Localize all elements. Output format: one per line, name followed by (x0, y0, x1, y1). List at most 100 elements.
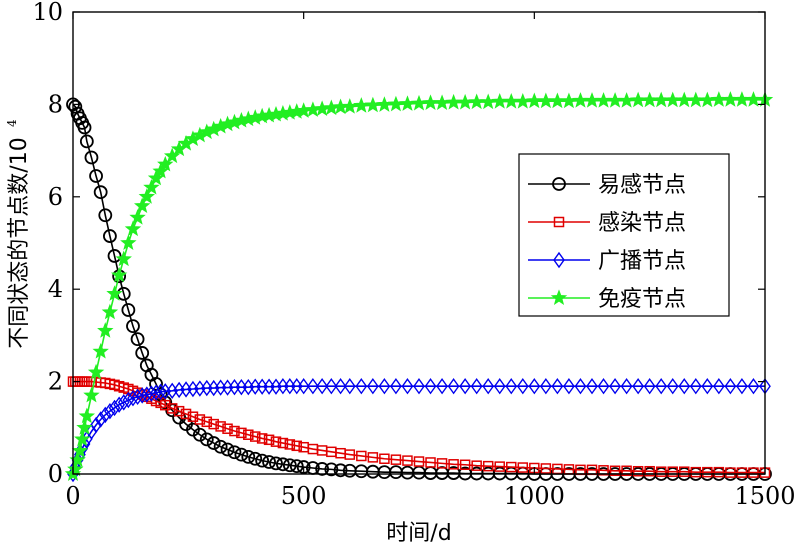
data-point (436, 458, 448, 469)
data-point (160, 399, 171, 411)
data-point (736, 378, 748, 395)
data-point (724, 378, 737, 395)
data-point (113, 396, 125, 413)
data-point (78, 407, 96, 424)
y-tick-label: 6 (48, 183, 63, 211)
data-point (736, 467, 748, 478)
data-point (150, 384, 162, 401)
data-point (747, 378, 760, 395)
data-point (367, 378, 379, 395)
data-point (482, 460, 494, 472)
data-point (92, 342, 109, 359)
data-point (79, 134, 94, 149)
data-point (586, 378, 598, 395)
data-point (93, 185, 108, 200)
data-point (192, 427, 207, 442)
data-point (390, 454, 402, 465)
data-point (84, 150, 99, 165)
legend-entry: 易感节点 (528, 173, 686, 198)
legend-label: 免疫节点 (598, 287, 686, 312)
data-point (436, 378, 448, 395)
legend-label: 易感节点 (598, 173, 686, 198)
y-axis-title-group: 不同状态的节点数/10 4 (5, 119, 32, 349)
data-point (120, 234, 137, 250)
data-point (136, 387, 149, 404)
legend-marker (553, 251, 565, 269)
data-point (690, 466, 702, 478)
data-point (206, 436, 221, 450)
data-point (166, 403, 178, 414)
data-point (655, 378, 668, 395)
data-point (448, 459, 459, 470)
x-tick-label: 1000 (504, 482, 565, 510)
data-point (343, 378, 356, 395)
data-point (110, 266, 128, 283)
series-3 (67, 378, 771, 483)
ticks-layer: 0 500 1000 1500 0 2 4 6 8 10 (32, 0, 795, 510)
y-axis-title-exponent: 4 (5, 119, 19, 127)
data-point (263, 434, 275, 446)
data-point (227, 445, 242, 460)
data-point (413, 456, 425, 467)
data-point (494, 461, 505, 472)
data-point (725, 467, 736, 478)
data-point (378, 378, 391, 395)
legend-label: 感染节点 (598, 211, 686, 236)
data-point (67, 460, 84, 477)
data-point (229, 425, 240, 437)
data-point (324, 462, 339, 477)
data-point (135, 346, 150, 360)
legend-label: 广播节点 (598, 249, 686, 274)
data-point (83, 386, 100, 403)
data-point (291, 440, 302, 452)
data-point (667, 466, 678, 477)
data-point (493, 378, 506, 395)
data-point (540, 378, 552, 395)
data-point (234, 447, 249, 462)
data-point (528, 378, 541, 395)
y-tick-label: 2 (48, 368, 63, 396)
data-point (194, 414, 206, 425)
data-point (103, 229, 117, 243)
data-point (689, 378, 702, 395)
data-point (333, 463, 348, 478)
legend-marker (550, 289, 568, 305)
data-point (678, 378, 691, 395)
x-axis-title: 时间/d (386, 521, 451, 546)
data-point (424, 378, 437, 395)
data-point (74, 430, 91, 447)
data-point (87, 363, 105, 380)
data-point (643, 378, 656, 395)
data-point (127, 390, 139, 407)
data-point (138, 188, 156, 204)
data-point (134, 197, 151, 214)
data-point (459, 459, 471, 471)
legend-marker (552, 177, 566, 191)
legend-marker (553, 216, 565, 228)
data-point (143, 178, 160, 195)
data-point (316, 378, 328, 395)
legend-entry: 广播节点 (528, 249, 686, 274)
data-point (713, 466, 725, 478)
data-point (334, 378, 347, 395)
data-point (655, 466, 667, 477)
data-point (99, 406, 112, 424)
data-point (666, 378, 679, 395)
data-point (131, 388, 144, 406)
data-point (122, 391, 135, 409)
data-point (597, 378, 610, 395)
data-point (379, 453, 390, 465)
data-point (222, 423, 233, 434)
data-point (256, 433, 268, 444)
data-point (459, 378, 471, 395)
data-point (236, 427, 247, 439)
data-point (248, 451, 263, 466)
data-point (447, 378, 460, 395)
series-layer (64, 91, 774, 483)
data-point (540, 463, 552, 474)
data-point (213, 439, 228, 454)
data-point (401, 378, 414, 395)
data-point (126, 319, 140, 334)
data-point (356, 450, 367, 462)
